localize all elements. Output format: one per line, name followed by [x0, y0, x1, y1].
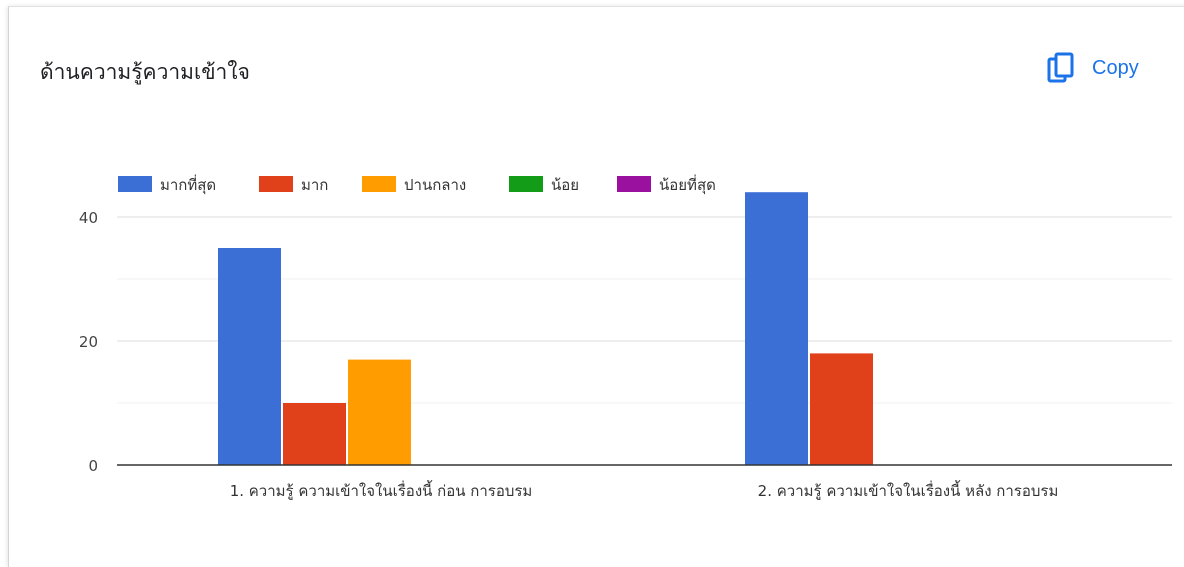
- legend-swatch: [509, 176, 543, 192]
- legend-label: มากที่สุด: [160, 174, 216, 195]
- chart-card: [8, 6, 1184, 567]
- copy-icon: [1047, 52, 1074, 83]
- chart-title: ด้านความรู้ความเข้าใจ: [40, 60, 250, 84]
- bar: [348, 359, 411, 465]
- legend-swatch: [118, 176, 152, 192]
- y-tick-label: 0: [88, 457, 98, 475]
- x-category-label: 2. ความรู้ ความเข้าใจในเรื่องนี้ หลัง กา…: [758, 480, 1059, 500]
- legend-label: ปานกลาง: [404, 176, 466, 194]
- bar: [810, 353, 873, 465]
- legend-swatch: [617, 176, 651, 192]
- legend-label: น้อย: [551, 176, 579, 194]
- legend-swatch: [362, 176, 396, 192]
- y-tick-label: 40: [79, 209, 98, 227]
- x-category-label: 1. ความรู้ ความเข้าใจในเรื่องนี้ ก่อน กา…: [230, 480, 533, 500]
- y-tick-label: 20: [79, 333, 98, 351]
- bar: [745, 192, 808, 465]
- bar: [218, 248, 281, 465]
- copy-label: Copy: [1092, 56, 1139, 79]
- legend-label: มาก: [301, 176, 328, 194]
- bar: [283, 403, 346, 465]
- copy-button[interactable]: Copy: [1046, 50, 1139, 86]
- legend-swatch: [259, 176, 293, 192]
- legend-label: น้อยที่สุด: [659, 174, 716, 195]
